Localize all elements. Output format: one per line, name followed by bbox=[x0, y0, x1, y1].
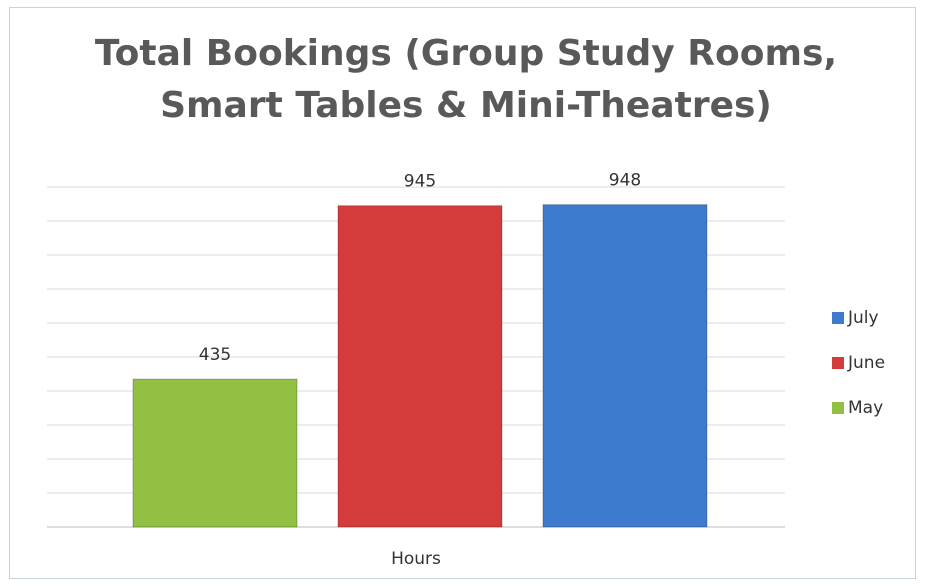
legend-swatch bbox=[832, 357, 844, 369]
bar bbox=[542, 204, 708, 528]
legend-swatch bbox=[832, 312, 844, 324]
legend-label: May bbox=[848, 398, 883, 418]
legend-swatch bbox=[832, 402, 844, 414]
legend-label: July bbox=[847, 308, 879, 328]
data-label: 435 bbox=[199, 345, 231, 365]
chart-title: Total Bookings (Group Study Rooms, Smart… bbox=[94, 33, 838, 126]
bar bbox=[132, 378, 298, 528]
data-label: 948 bbox=[609, 171, 641, 191]
bar bbox=[337, 205, 503, 528]
x-tick-label: Hours bbox=[391, 549, 441, 569]
chart-border bbox=[9, 7, 916, 579]
data-label: 945 bbox=[404, 172, 436, 192]
legend-label: June bbox=[847, 353, 885, 373]
